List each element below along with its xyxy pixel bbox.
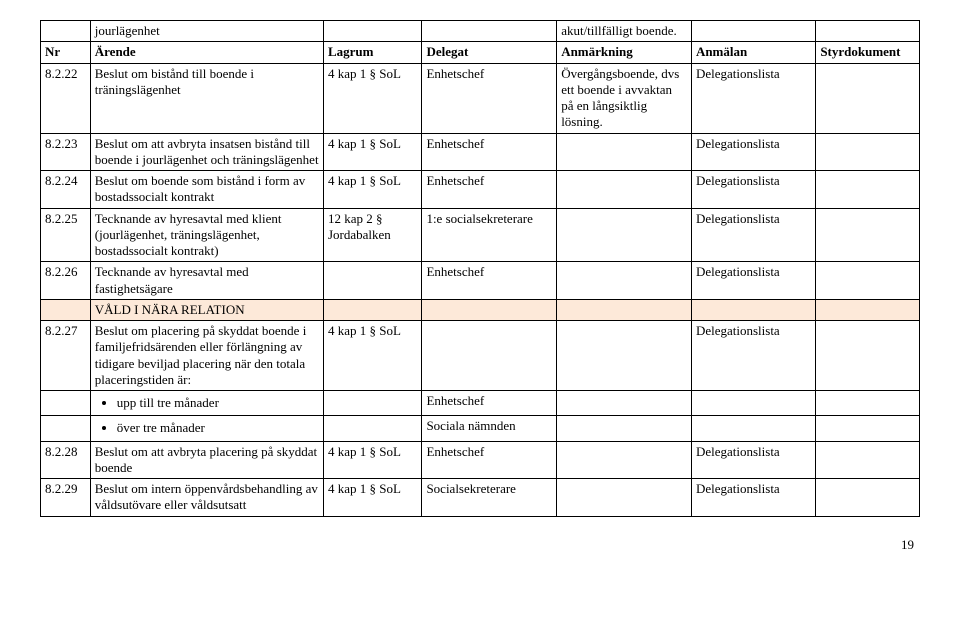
cell-anmalan — [691, 21, 815, 42]
cell-styr — [816, 321, 920, 391]
cell-anm — [557, 208, 692, 262]
cell-delegat: 1:e socialsekreterare — [422, 208, 557, 262]
table-row: 8.2.24 Beslut om boende som bistånd i fo… — [41, 171, 920, 209]
cell-anmalan: Delegationslista — [691, 262, 815, 300]
pre-header-row: jourlägenhet akut/tillfälligt boende. — [41, 21, 920, 42]
bullet-row: över tre månader Sociala nämnden — [41, 416, 920, 441]
cell-nr: 8.2.26 — [41, 262, 91, 300]
cell-nr: 8.2.22 — [41, 63, 91, 133]
cell-anmalan: Delegationslista — [691, 208, 815, 262]
table-row: 8.2.27 Beslut om placering på skyddat bo… — [41, 321, 920, 391]
page-number: 19 — [40, 537, 920, 553]
cell-styr — [816, 21, 920, 42]
cell-lagrum: 4 kap 1 § SoL — [323, 441, 421, 479]
cell-delegat: Sociala nämnden — [422, 416, 557, 441]
cell-lagrum: 12 kap 2 § Jordabalken — [323, 208, 421, 262]
cell-nr: 8.2.28 — [41, 441, 91, 479]
cell-lagrum — [323, 262, 421, 300]
cell-nr: 8.2.25 — [41, 208, 91, 262]
cell-arende: Beslut om att avbryta insatsen bistånd t… — [90, 133, 323, 171]
cell-nr — [41, 299, 91, 320]
cell-delegat: Enhetschef — [422, 171, 557, 209]
cell-delegat — [422, 21, 557, 42]
table-row: 8.2.26 Tecknande av hyresavtal med fasti… — [41, 262, 920, 300]
cell-anm — [557, 171, 692, 209]
delegation-table: jourlägenhet akut/tillfälligt boende. Nr… — [40, 20, 920, 517]
cell-anmalan: Delegationslista — [691, 321, 815, 391]
cell-arende: Beslut om intern öppenvårdsbehandling av… — [90, 479, 323, 517]
cell-arende: Beslut om bistånd till boende i tränings… — [90, 63, 323, 133]
section-label: VÅLD I NÄRA RELATION — [90, 299, 323, 320]
header-arende: Ärende — [90, 42, 323, 63]
cell-arende: Beslut om placering på skyddat boende i … — [90, 321, 323, 391]
cell-anmalan: Delegationslista — [691, 63, 815, 133]
cell-delegat: Enhetschef — [422, 63, 557, 133]
cell-anm — [557, 262, 692, 300]
cell-lagrum: 4 kap 1 § SoL — [323, 321, 421, 391]
bullet-cell: över tre månader — [90, 416, 323, 441]
cell-delegat: Socialsekreterare — [422, 479, 557, 517]
header-styr: Styrdokument — [816, 42, 920, 63]
cell-lagrum: 4 kap 1 § SoL — [323, 479, 421, 517]
cell-anm — [557, 321, 692, 391]
table-row: 8.2.28 Beslut om att avbryta placering p… — [41, 441, 920, 479]
cell-lagrum: 4 kap 1 § SoL — [323, 63, 421, 133]
table-row: 8.2.29 Beslut om intern öppenvårdsbehand… — [41, 479, 920, 517]
cell-styr — [816, 63, 920, 133]
cell-styr — [816, 479, 920, 517]
cell-anmalan: Delegationslista — [691, 171, 815, 209]
cell-lagrum — [323, 21, 421, 42]
table-row: 8.2.23 Beslut om att avbryta insatsen bi… — [41, 133, 920, 171]
cell-nr — [41, 21, 91, 42]
cell-arende: Tecknande av hyresavtal med fastighetsäg… — [90, 262, 323, 300]
cell-arende: Beslut om att avbryta placering på skydd… — [90, 441, 323, 479]
cell-anm: Övergångsboende, dvs ett boende i avvakt… — [557, 63, 692, 133]
bullet-row: upp till tre månader Enhetschef — [41, 391, 920, 416]
cell-anm — [557, 479, 692, 517]
cell-anm — [557, 133, 692, 171]
header-row: Nr Ärende Lagrum Delegat Anmärkning Anmä… — [41, 42, 920, 63]
section-row: VÅLD I NÄRA RELATION — [41, 299, 920, 320]
cell-anmalan: Delegationslista — [691, 479, 815, 517]
cell-styr — [816, 133, 920, 171]
cell-delegat: Enhetschef — [422, 441, 557, 479]
table-row: 8.2.25 Tecknande av hyresavtal med klien… — [41, 208, 920, 262]
bullet-text: upp till tre månader — [117, 395, 319, 411]
cell-delegat — [422, 321, 557, 391]
cell-nr: 8.2.27 — [41, 321, 91, 391]
cell-arende: jourlägenhet — [90, 21, 323, 42]
header-anm: Anmärkning — [557, 42, 692, 63]
bullet-text: över tre månader — [117, 420, 319, 436]
cell-anm — [557, 441, 692, 479]
table-row: 8.2.22 Beslut om bistånd till boende i t… — [41, 63, 920, 133]
cell-anmalan: Delegationslista — [691, 441, 815, 479]
cell-anm: akut/tillfälligt boende. — [557, 21, 692, 42]
header-anmalan: Anmälan — [691, 42, 815, 63]
header-nr: Nr — [41, 42, 91, 63]
cell-arende: Beslut om boende som bistånd i form av b… — [90, 171, 323, 209]
cell-nr: 8.2.24 — [41, 171, 91, 209]
header-lagrum: Lagrum — [323, 42, 421, 63]
cell-styr — [816, 441, 920, 479]
cell-styr — [816, 208, 920, 262]
cell-delegat: Enhetschef — [422, 391, 557, 416]
cell-nr: 8.2.29 — [41, 479, 91, 517]
cell-delegat: Enhetschef — [422, 262, 557, 300]
cell-arende: Tecknande av hyresavtal med klient (jour… — [90, 208, 323, 262]
cell-lagrum: 4 kap 1 § SoL — [323, 133, 421, 171]
cell-anmalan: Delegationslista — [691, 133, 815, 171]
header-delegat: Delegat — [422, 42, 557, 63]
cell-delegat: Enhetschef — [422, 133, 557, 171]
cell-styr — [816, 171, 920, 209]
cell-styr — [816, 262, 920, 300]
bullet-cell: upp till tre månader — [90, 391, 323, 416]
cell-nr: 8.2.23 — [41, 133, 91, 171]
cell-lagrum: 4 kap 1 § SoL — [323, 171, 421, 209]
